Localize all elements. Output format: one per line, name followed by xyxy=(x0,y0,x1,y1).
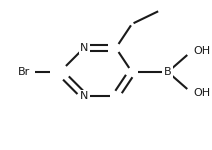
Text: OH: OH xyxy=(194,46,211,56)
Text: B: B xyxy=(164,67,172,77)
Text: Br: Br xyxy=(18,67,30,77)
Text: N: N xyxy=(80,91,88,101)
Text: OH: OH xyxy=(194,88,211,98)
Text: N: N xyxy=(80,43,88,53)
